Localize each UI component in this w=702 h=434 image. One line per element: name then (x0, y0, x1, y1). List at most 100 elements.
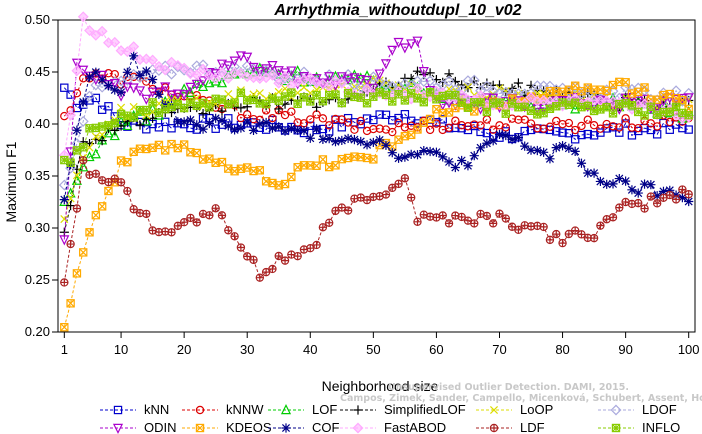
legend: kNN kNNW LOF SimplifiedLOF LoOP LDOF ODIN KDEOS… (100, 402, 680, 434)
point-COF (570, 146, 580, 156)
point-INFLO (589, 106, 599, 116)
point-kNNW (570, 125, 580, 135)
point-ODIN (683, 93, 694, 104)
point-COF (526, 145, 536, 155)
point-LDF (451, 211, 460, 220)
point-kNNW (514, 115, 523, 124)
point-kNN (369, 115, 378, 125)
point-kNNW (444, 123, 454, 132)
point-kNNW (520, 115, 529, 124)
y-tick-label: 0.45 (25, 64, 50, 79)
point-ODIN (103, 79, 114, 91)
point-SimplifiedLOF (198, 109, 208, 119)
point-kNNW (608, 122, 618, 131)
point-LOF (122, 119, 133, 131)
point-LDF (400, 174, 410, 183)
point-kNN (406, 116, 416, 125)
point-INFLO (97, 122, 107, 131)
point-LDOF (683, 87, 695, 99)
point-COF (412, 150, 423, 160)
point-LOF (78, 161, 89, 172)
point-kNN (400, 110, 410, 119)
point-KDEOS (318, 155, 328, 164)
point-FastABOD (71, 65, 83, 77)
point-COF (602, 179, 612, 189)
point-LDOF (121, 74, 133, 86)
point-INFLO (463, 103, 473, 112)
point-INFLO (79, 143, 88, 152)
point-INFLO (646, 102, 656, 111)
point-INFLO (350, 92, 359, 102)
point-COF (639, 179, 650, 189)
point-LDF (394, 179, 403, 189)
point-LDF (406, 193, 416, 202)
point-COF (59, 195, 69, 205)
point-LDF (173, 221, 183, 231)
point-FastABOD (538, 94, 550, 106)
point-LDOF (487, 85, 499, 97)
point-KDEOS (91, 210, 101, 220)
point-kNNW (394, 118, 403, 128)
point-kNNW (583, 115, 592, 124)
series-LDF (60, 156, 693, 287)
point-COF (185, 115, 196, 125)
point-COF (671, 190, 681, 200)
point-LDF (514, 225, 523, 235)
point-kNNW (476, 121, 485, 130)
point-COF (78, 97, 88, 107)
point-INFLO (602, 103, 611, 112)
point-COF (513, 132, 524, 143)
point-LDF (230, 232, 239, 241)
point-INFLO (388, 97, 397, 106)
point-COF (129, 51, 139, 61)
point-SimplifiedLOF (236, 103, 246, 113)
point-INFLO (148, 98, 157, 107)
point-INFLO (261, 99, 271, 109)
point-KDEOS (287, 172, 296, 182)
point-KDEOS (369, 155, 378, 164)
series-COF (59, 51, 694, 207)
point-KDEOS (413, 125, 422, 134)
legend-item-KDEOS: KDEOS (182, 420, 272, 434)
point-LDOF (481, 80, 493, 92)
point-COF (621, 176, 631, 186)
point-ODIN (481, 93, 492, 104)
point-FastABOD (197, 63, 209, 75)
point-LDF (520, 221, 529, 230)
x-tick-label: 1 (61, 342, 68, 357)
point-INFLO (425, 88, 435, 97)
point-COF (438, 152, 448, 162)
point-INFLO (640, 111, 649, 120)
point-LDF (324, 218, 334, 227)
point-COF (217, 115, 227, 126)
point-INFLO (337, 98, 347, 108)
point-COF (419, 145, 429, 156)
point-LDF (413, 217, 422, 227)
point-INFLO (217, 95, 227, 104)
point-COF (551, 143, 561, 153)
point-COF (482, 138, 492, 148)
point-INFLO (362, 99, 372, 108)
point-FastABOD (115, 45, 127, 57)
point-INFLO (306, 97, 315, 106)
point-SimplifiedLOF (311, 102, 322, 112)
point-ODIN (166, 90, 177, 101)
point-kNNW (533, 124, 542, 133)
point-KDEOS (79, 248, 88, 257)
point-LDF (306, 244, 315, 253)
point-COF (267, 123, 278, 133)
point-kNNW (388, 127, 397, 137)
point-kNNW (564, 118, 574, 128)
point-kNN (577, 130, 586, 140)
point-COF (507, 134, 517, 145)
point-kNN (337, 123, 347, 132)
legend-label: LoOP (520, 402, 553, 417)
point-COF (532, 145, 542, 156)
point-LDF (552, 229, 561, 239)
point-LOF (84, 150, 95, 162)
point-COF (148, 74, 158, 85)
point-INFLO (684, 111, 693, 120)
point-COF (179, 117, 189, 127)
point-COF (684, 196, 694, 207)
point-ODIN (261, 64, 272, 75)
